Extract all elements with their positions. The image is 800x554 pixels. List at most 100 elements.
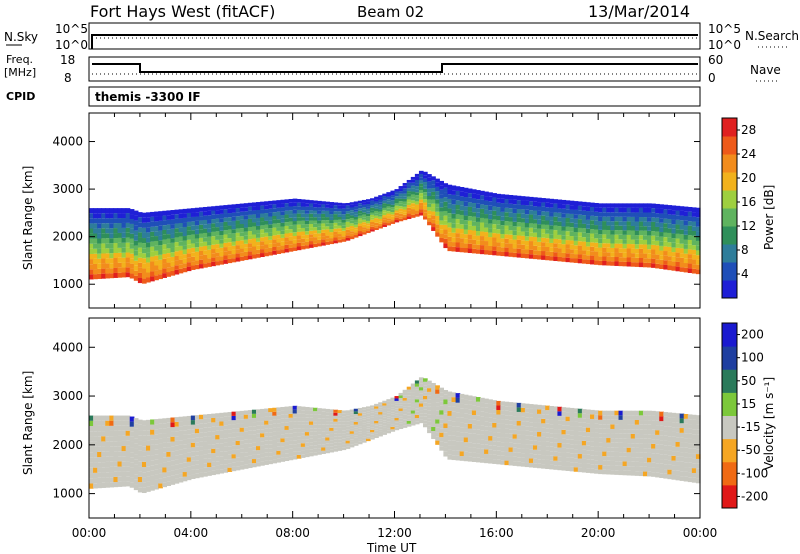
velocity-echo-cell	[227, 442, 233, 447]
power-echo-cell	[174, 265, 180, 270]
velocity-echo-cell	[154, 454, 159, 460]
velocity-echo-cell	[370, 417, 375, 421]
velocity-echo-cell	[256, 421, 261, 426]
power-echo-cell	[528, 254, 534, 259]
velocity-echo-cell	[166, 481, 172, 486]
power-echo-cell	[520, 204, 526, 210]
power-echo-cell	[349, 236, 355, 240]
power-echo-cell	[288, 240, 294, 245]
power-echo-cell	[150, 276, 155, 282]
power-echo-cell	[667, 260, 673, 266]
power-echo-cell	[93, 248, 98, 254]
power-echo-cell	[451, 209, 457, 214]
velocity-echo-cell	[170, 480, 176, 485]
power-echo-cell	[146, 267, 151, 273]
velocity-echo-cell	[125, 420, 131, 426]
velocity-echo-cell	[272, 431, 277, 436]
velocity-echo-cell	[357, 439, 363, 442]
velocity-echo-cell	[325, 412, 330, 416]
power-echo-cell	[345, 202, 351, 206]
velocity-echo-cell	[687, 453, 693, 458]
velocity-echo-cell	[386, 426, 392, 429]
velocity-echo-cell	[174, 455, 180, 460]
power-echo-cell	[133, 240, 139, 246]
power-echo-cell	[370, 217, 375, 220]
power-echo-cell	[211, 261, 216, 267]
velocity-echo-cell	[594, 428, 599, 433]
velocity-echo-cell	[647, 438, 652, 444]
nsky-tick-right-bottom: 10^0	[708, 38, 741, 52]
power-echo-cell	[97, 213, 102, 219]
power-echo-cell	[374, 201, 379, 204]
velocity-echo-cell	[565, 425, 571, 431]
power-echo-cell	[602, 221, 607, 226]
power-echo-cell	[602, 225, 607, 230]
velocity-echo-cell	[545, 410, 550, 415]
velocity-echo-cell	[634, 419, 640, 425]
velocity-echo-cell	[166, 466, 172, 472]
power-echo-cell	[524, 196, 530, 201]
velocity-echo-cell	[553, 410, 559, 416]
velocity-echo-cell	[365, 433, 371, 437]
velocity-echo-cell	[365, 408, 371, 412]
power-echo-cell	[504, 234, 510, 239]
power-echo-cell	[178, 218, 184, 224]
velocity-echo-cell	[435, 432, 440, 437]
power-echo-cell	[594, 260, 599, 265]
power-echo-cell	[170, 233, 176, 239]
velocity-echo-cell	[414, 380, 420, 384]
velocity-echo-cell	[321, 411, 326, 416]
velocity-echo-cell	[317, 444, 322, 449]
velocity-echo-cell	[198, 463, 204, 469]
power-echo-cell	[402, 198, 408, 202]
velocity-echo-cell	[557, 429, 563, 434]
power-echo-cell	[170, 261, 176, 267]
power-echo-cell	[528, 236, 534, 242]
velocity-echo-cell	[300, 450, 306, 455]
power-echo-cell	[512, 239, 518, 244]
power-echo-cell	[223, 205, 229, 210]
power-echo-cell	[610, 207, 616, 213]
velocity-echo-cell	[166, 456, 172, 462]
velocity-echo-cell	[691, 414, 697, 420]
velocity-echo-cell	[606, 460, 611, 466]
velocity-echo-cell	[524, 453, 530, 459]
power-echo-cell	[695, 245, 701, 251]
velocity-echo-cell	[211, 461, 216, 467]
velocity-echo-cell	[89, 473, 94, 479]
power-echo-cell	[125, 217, 131, 223]
power-echo-cell	[614, 225, 620, 231]
velocity-echo-cell	[182, 462, 188, 468]
velocity-echo-cell	[207, 440, 212, 445]
velocity-echo-cell	[402, 414, 408, 417]
power-echo-cell	[93, 253, 98, 259]
velocity-echo-cell	[308, 421, 314, 425]
power-echo-cell	[190, 265, 196, 270]
power-echo-cell	[125, 262, 131, 268]
power-echo-cell	[296, 246, 302, 251]
power-echo-cell	[137, 262, 143, 268]
power-echo-cell	[585, 250, 591, 256]
velocity-echo-cell	[345, 410, 351, 414]
power-echo-cell	[170, 252, 176, 257]
velocity-echo-cell	[386, 423, 392, 426]
power-echo-cell	[321, 226, 326, 230]
velocity-echo-cell	[602, 469, 607, 475]
velocity-echo-cell	[247, 455, 253, 460]
velocity-echo-cell	[272, 411, 277, 416]
velocity-echo-cell	[113, 466, 119, 472]
power-echo-cell	[264, 232, 269, 237]
velocity-echo-cell	[113, 441, 119, 447]
power-echo-cell	[463, 234, 469, 239]
power-echo-cell	[549, 212, 554, 217]
power-echo-cell	[256, 206, 261, 210]
velocity-echo-cell	[496, 455, 502, 460]
velocity-echo-cell	[243, 460, 249, 465]
power-echo-cell	[410, 197, 416, 201]
velocity-echo-cell	[178, 421, 184, 427]
velocity-echo-cell	[133, 418, 139, 424]
power-echo-cell	[594, 242, 599, 248]
power-echo-cell	[211, 231, 216, 237]
power-echo-cell	[671, 261, 677, 267]
power-echo-cell	[174, 246, 180, 252]
